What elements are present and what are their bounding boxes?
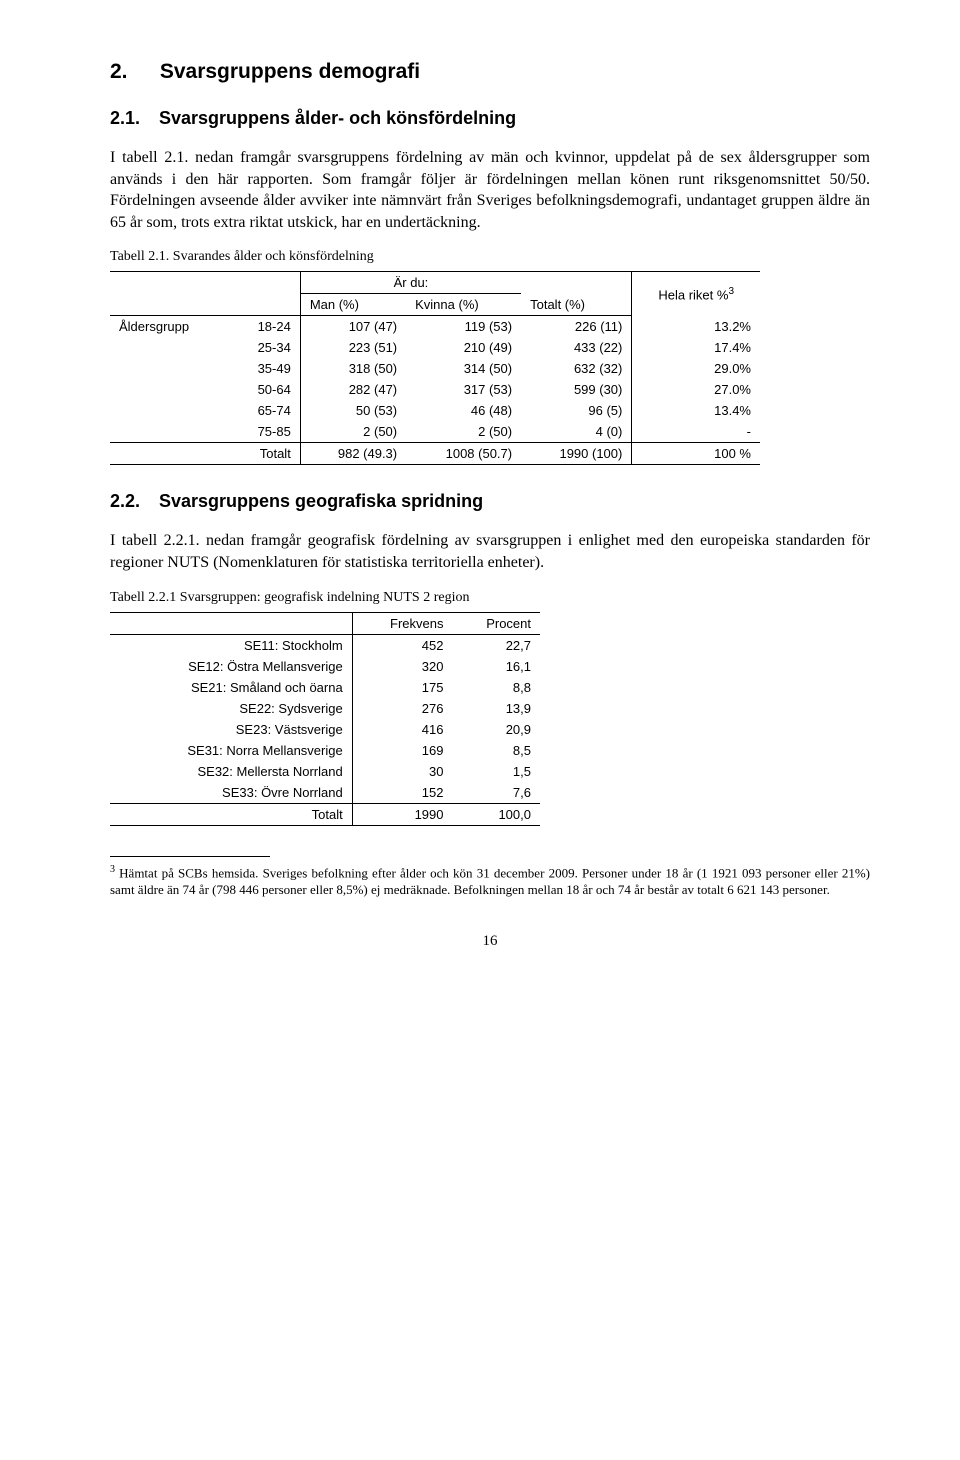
cell-man: 223 (51) [300,337,406,358]
cell-age: 65-74 [230,400,300,421]
cell-procent: 16,1 [452,656,540,677]
cell-age: 18-24 [230,316,300,338]
heading-number: 2.2. [110,491,154,512]
cell-region: SE33: Övre Norrland [110,782,352,804]
cell-procent: 22,7 [452,634,540,656]
cell-riket: - [632,421,760,443]
cell-riket: 13.4% [632,400,760,421]
cell-frekvens: 320 [352,656,452,677]
table-row: Åldersgrupp18-24107 (47)119 (53)226 (11)… [110,316,760,338]
cell-procent: 8,8 [452,677,540,698]
table-row: 75-852 (50)2 (50)4 (0)- [110,421,760,443]
cell-man: 50 (53) [300,400,406,421]
cell-totalt: 599 (30) [521,379,632,400]
table-row: SE12: Östra Mellansverige32016,1 [110,656,540,677]
table-row: SE21: Småland och öarna1758,8 [110,677,540,698]
footnote: 3 Hämtat på SCBs hemsida. Sveriges befol… [110,863,870,899]
table-row: 50-64282 (47)317 (53)599 (30)27.0% [110,379,760,400]
table-row: SE11: Stockholm45222,7 [110,634,540,656]
section-heading-22: 2.2. Svarsgruppens geografiska spridning [110,491,870,512]
cell-procent: 20,9 [452,719,540,740]
cell-riket: 13.2% [632,316,760,338]
cell-age: 35-49 [230,358,300,379]
table-total-row: Totalt982 (49.3)1008 (50.7)1990 (100)100… [110,443,760,465]
cell-age: 50-64 [230,379,300,400]
body-paragraph: I tabell 2.1. nedan framgår svarsgruppen… [110,147,870,233]
body-paragraph: I tabell 2.2.1. nedan framgår geografisk… [110,530,870,573]
table-caption: Tabell 2.1. Svarandes ålder och könsförd… [110,249,870,265]
cell-man: 282 (47) [300,379,406,400]
cell-totalt: 632 (32) [521,358,632,379]
cell-frekvens: 276 [352,698,452,719]
table-row: SE22: Sydsverige27613,9 [110,698,540,719]
cell-kvinna: 119 (53) [406,316,521,338]
heading-number: 2.1. [110,108,154,129]
cell-totalt: 226 (11) [521,316,632,338]
cell-riket: 27.0% [632,379,760,400]
cell-kvinna: 314 (50) [406,358,521,379]
footnote-separator [110,856,270,857]
col-procent: Procent [452,612,540,634]
cell-total-label: Totalt [230,443,300,465]
table-row: SE31: Norra Mellansverige1698,5 [110,740,540,761]
table-row: SE23: Västsverige41620,9 [110,719,540,740]
cell-kvinna: 210 (49) [406,337,521,358]
cell-riket: 17.4% [632,337,760,358]
row-group-label: Åldersgrupp [110,316,230,338]
cell-region: SE21: Småland och öarna [110,677,352,698]
heading-text: Svarsgruppens demografi [160,60,420,83]
table-geographic: Frekvens Procent SE11: Stockholm45222,7S… [110,612,540,826]
page-number: 16 [110,933,870,950]
group-header: Är du: [300,272,521,294]
cell-procent: 8,5 [452,740,540,761]
cell-region: SE22: Sydsverige [110,698,352,719]
cell-age: 25-34 [230,337,300,358]
cell-kvinna: 2 (50) [406,421,521,443]
heading-text: Svarsgruppens geografiska spridning [159,491,483,511]
cell-frekvens: 452 [352,634,452,656]
cell-kvinna: 317 (53) [406,379,521,400]
col-kvinna: Kvinna (%) [406,294,521,316]
cell-man: 2 (50) [300,421,406,443]
cell-frekvens: 152 [352,782,452,804]
cell-totalt: 4 (0) [521,421,632,443]
cell-frekvens: 30 [352,761,452,782]
cell-man: 107 (47) [300,316,406,338]
table-age-gender: Är du: Hela riket %3 Man (%) Kvinna (%) … [110,271,760,465]
table-row: 65-7450 (53)46 (48)96 (5)13.4% [110,400,760,421]
table-row: SE32: Mellersta Norrland301,5 [110,761,540,782]
cell-region: SE23: Västsverige [110,719,352,740]
col-hela-riket: Hela riket %3 [632,272,760,316]
cell-kvinna: 46 (48) [406,400,521,421]
cell-frekvens: 175 [352,677,452,698]
cell-region: SE11: Stockholm [110,634,352,656]
cell-frekvens: 169 [352,740,452,761]
table-row: SE33: Övre Norrland1527,6 [110,782,540,804]
section-heading-21: 2.1. Svarsgruppens ålder- och könsfördel… [110,108,870,129]
col-frekvens: Frekvens [352,612,452,634]
cell-frekvens: 416 [352,719,452,740]
cell-riket: 29.0% [632,358,760,379]
table-caption: Tabell 2.2.1 Svarsgruppen: geografisk in… [110,590,870,606]
cell-totalt: 433 (22) [521,337,632,358]
table-row: 25-34223 (51)210 (49)433 (22)17.4% [110,337,760,358]
table-total-row: Totalt1990100,0 [110,803,540,825]
cell-region: SE32: Mellersta Norrland [110,761,352,782]
heading-text: Svarsgruppens ålder- och könsfördelning [159,108,516,128]
table-row: 35-49318 (50)314 (50)632 (32)29.0% [110,358,760,379]
cell-region: SE12: Östra Mellansverige [110,656,352,677]
cell-man: 318 (50) [300,358,406,379]
heading-number: 2. [110,60,154,84]
cell-age: 75-85 [230,421,300,443]
col-man: Man (%) [300,294,406,316]
cell-totalt: 96 (5) [521,400,632,421]
col-totalt: Totalt (%) [521,294,632,316]
cell-region: SE31: Norra Mellansverige [110,740,352,761]
cell-procent: 13,9 [452,698,540,719]
cell-procent: 7,6 [452,782,540,804]
section-heading-2: 2. Svarsgruppens demografi [110,60,870,84]
cell-procent: 1,5 [452,761,540,782]
